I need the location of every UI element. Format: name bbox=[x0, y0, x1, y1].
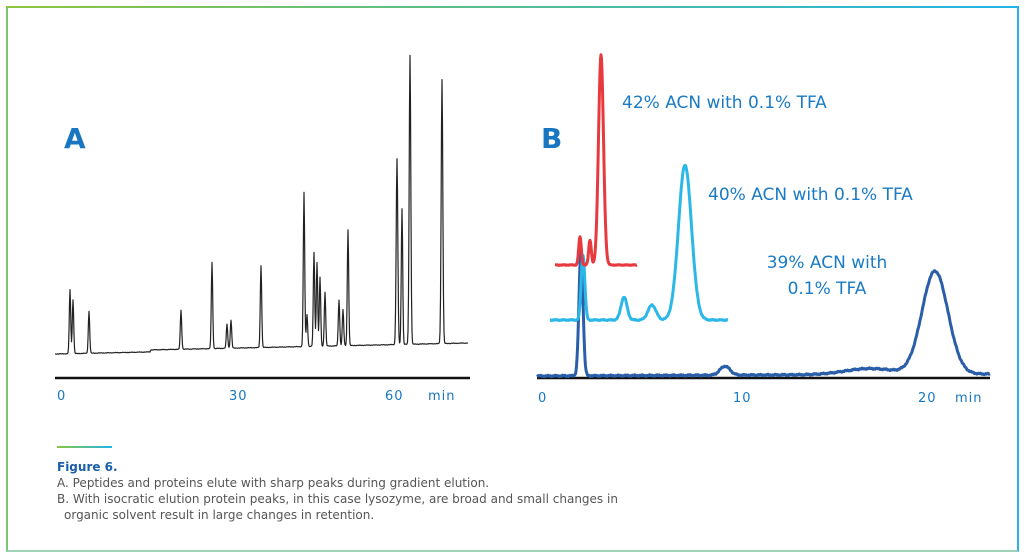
caption-title: Figure 6. bbox=[57, 460, 118, 474]
panel-label: B bbox=[541, 122, 562, 155]
frame-top-bar bbox=[6, 6, 1019, 8]
tick-label: 10 bbox=[733, 391, 752, 406]
tick-label: 30 bbox=[229, 389, 248, 404]
traces bbox=[54, 53, 991, 379]
trace-label: 40% ACN with 0.1% TFA bbox=[708, 185, 913, 205]
tick-label: 60 bbox=[385, 389, 404, 404]
tick-label: 20 bbox=[918, 391, 937, 406]
trace-label: 39% ACN with bbox=[767, 253, 888, 273]
figure-frame bbox=[6, 6, 1019, 552]
chromatogram-trace bbox=[54, 54, 469, 355]
tick-label: 0 bbox=[538, 391, 547, 406]
axis-unit: min bbox=[955, 391, 983, 406]
panel-label: A bbox=[64, 122, 86, 155]
chromatogram-trace bbox=[549, 163, 729, 323]
tick-label: 0 bbox=[57, 389, 66, 404]
chromatogram-trace bbox=[536, 248, 991, 379]
chromatogram-trace bbox=[554, 53, 638, 267]
caption-rule bbox=[57, 446, 112, 448]
caption-line: A. Peptides and proteins elute with shar… bbox=[57, 476, 489, 490]
trace-label: 0.1% TFA bbox=[788, 279, 867, 299]
axis-unit: min bbox=[428, 389, 456, 404]
trace-label: 42% ACN with 0.1% TFA bbox=[622, 93, 827, 113]
caption-line: organic solvent result in large changes … bbox=[64, 508, 374, 522]
caption-line: B. With isocratic elution protein peaks,… bbox=[57, 492, 618, 506]
